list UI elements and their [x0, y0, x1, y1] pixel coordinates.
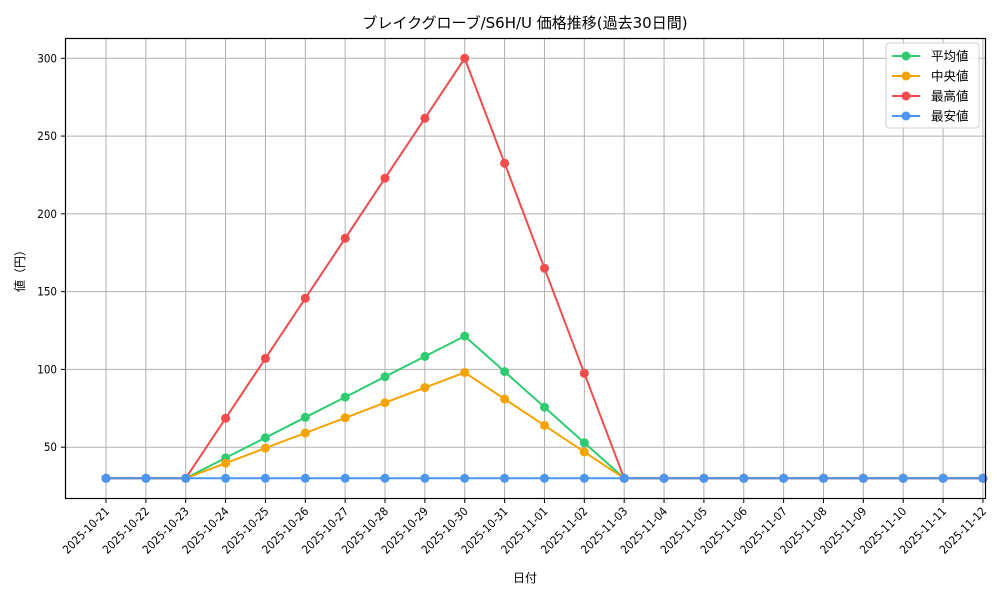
legend-frame: [885, 42, 980, 129]
data-point: [340, 473, 350, 483]
data-point: [579, 473, 589, 483]
legend-marker-icon: [901, 71, 911, 81]
data-point: [340, 392, 350, 402]
data-point: [500, 473, 510, 483]
y-gridlines: [65, 57, 986, 448]
y-tick-label: 150: [37, 285, 57, 299]
data-point: [500, 367, 510, 377]
plot-frame: [64, 37, 987, 500]
data-point: [699, 473, 709, 483]
y-tick-label: 50: [44, 440, 57, 454]
data-point: [739, 473, 749, 483]
data-point: [340, 233, 350, 243]
legend-label: 最安値: [931, 109, 969, 124]
data-point: [420, 113, 430, 123]
data-point: [659, 473, 669, 483]
y-tick-label: 100: [37, 362, 57, 376]
data-point: [380, 398, 390, 408]
data-point: [819, 473, 828, 483]
legend-item: 中央値: [892, 69, 969, 84]
y-tick-label: 300: [37, 51, 57, 65]
data-point: [300, 473, 310, 483]
legend-marker-icon: [901, 51, 911, 61]
data-point: [938, 473, 948, 483]
data-point: [221, 413, 231, 423]
data-point: [540, 263, 549, 273]
legend-marker-icon: [901, 111, 911, 121]
y-tick-label: 250: [37, 129, 57, 143]
data-point: [579, 447, 589, 457]
data-point: [300, 293, 310, 303]
data-point: [101, 473, 111, 483]
data-point: [260, 443, 270, 453]
data-point: [420, 351, 430, 361]
data-point: [500, 394, 510, 404]
series-layer: [101, 53, 988, 483]
legend-label: 最高値: [931, 89, 969, 104]
data-point: [260, 353, 270, 363]
data-point: [221, 473, 231, 483]
legend-item: 最高値: [892, 89, 969, 104]
data-point: [340, 413, 350, 423]
data-point: [579, 438, 589, 448]
data-point: [300, 428, 310, 438]
legend-marker-icon: [901, 91, 911, 101]
data-point: [420, 473, 430, 483]
data-point: [460, 368, 470, 377]
data-point: [380, 473, 390, 483]
data-point: [619, 473, 629, 483]
y-tick-label: 200: [37, 207, 57, 221]
x-axis-ticks: 2025-10-212025-10-222025-10-232025-10-24…: [60, 498, 989, 557]
data-point: [181, 473, 191, 483]
legend-item: 最安値: [892, 109, 969, 124]
data-point: [460, 331, 470, 341]
series-3: [101, 473, 988, 483]
data-point: [460, 473, 470, 483]
data-point: [898, 473, 908, 483]
legend-label: 中央値: [931, 69, 969, 84]
data-point: [540, 402, 549, 412]
data-point: [260, 433, 270, 443]
data-point: [380, 173, 390, 183]
data-point: [858, 473, 868, 483]
y-axis-ticks: 50 100 150 200 250 300: [37, 51, 66, 454]
legend-label: 平均値: [931, 49, 969, 64]
data-point: [540, 473, 549, 483]
data-point: [300, 412, 310, 422]
y-axis-label: 値（円）: [12, 244, 27, 292]
chart-title: ブレイクグローブ/S6H/U 価格推移(過去30日間): [362, 14, 687, 32]
x-axis-label: 日付: [513, 571, 537, 585]
data-point: [540, 420, 549, 430]
data-point: [579, 368, 589, 378]
data-point: [779, 473, 789, 483]
data-point: [141, 473, 151, 483]
legend-item: 平均値: [892, 49, 969, 64]
data-point: [420, 383, 430, 393]
data-point: [460, 53, 470, 63]
data-point: [500, 158, 510, 168]
data-point: [260, 473, 270, 483]
data-point: [221, 458, 231, 468]
x-gridlines: [105, 38, 984, 499]
data-point: [380, 372, 390, 382]
